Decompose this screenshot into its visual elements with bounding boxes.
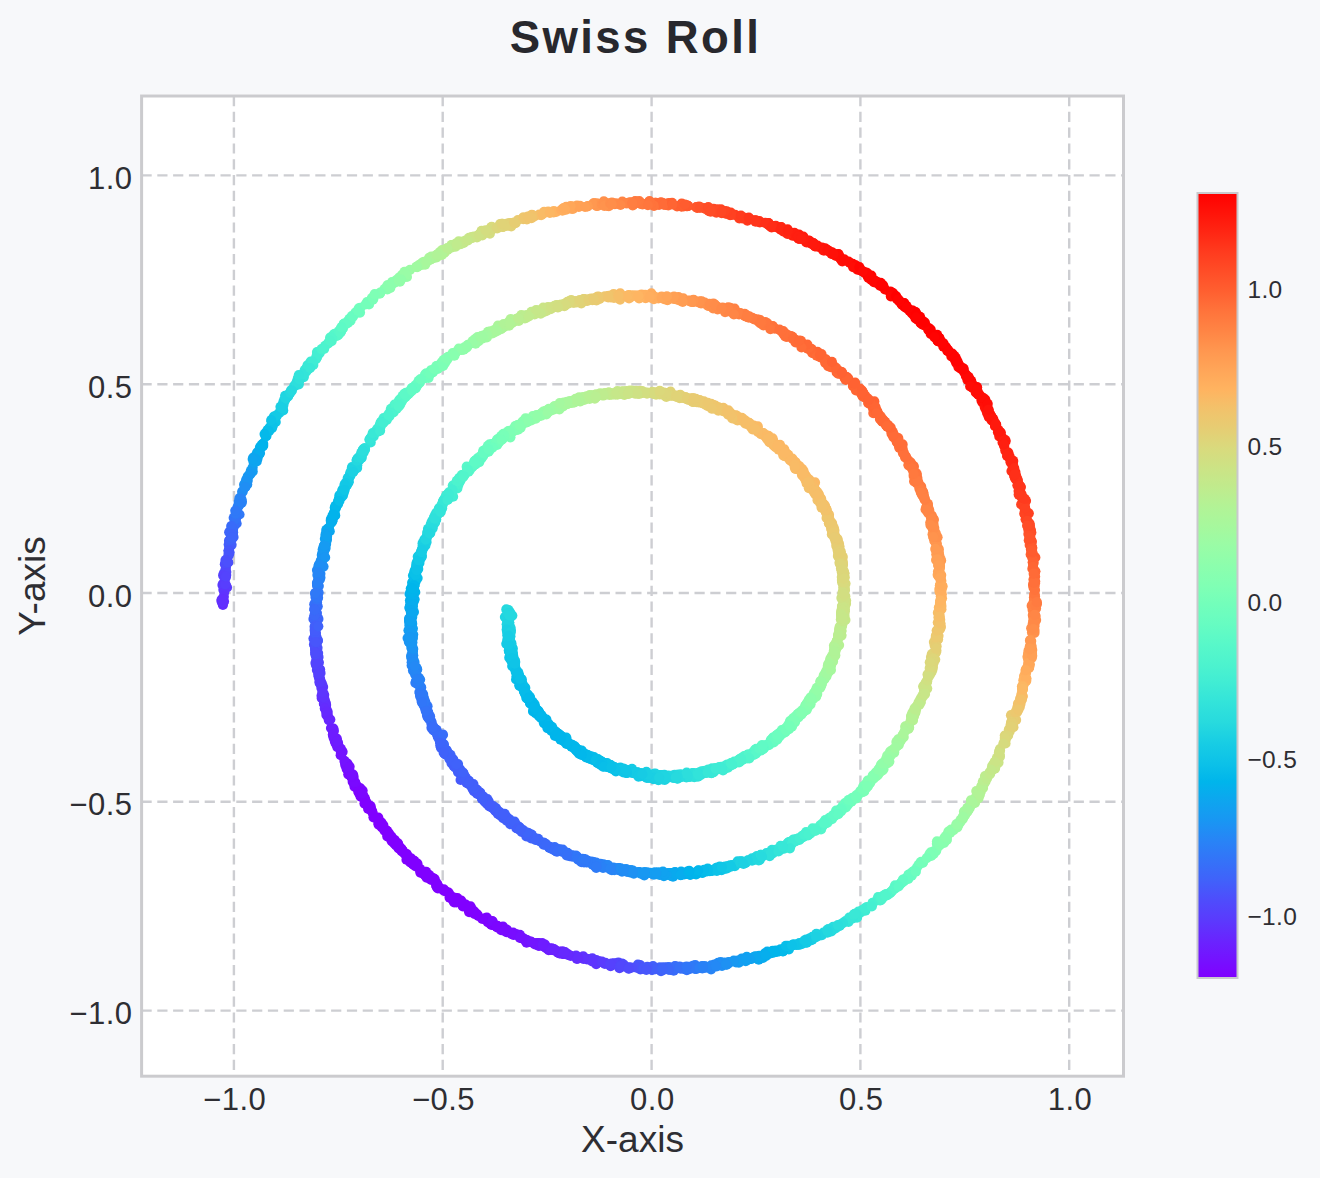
svg-text:Swiss Roll: Swiss Roll	[510, 12, 762, 63]
svg-text:−0.5: −0.5	[69, 787, 132, 822]
svg-text:1.0: 1.0	[88, 161, 133, 196]
svg-text:1.0: 1.0	[1248, 276, 1283, 303]
svg-text:X-axis: X-axis	[581, 1119, 684, 1160]
svg-text:0.5: 0.5	[839, 1082, 884, 1117]
svg-text:0.0: 0.0	[630, 1082, 675, 1117]
svg-text:−1.0: −1.0	[69, 996, 132, 1031]
svg-text:−1.0: −1.0	[203, 1082, 266, 1117]
svg-text:0.5: 0.5	[1248, 433, 1283, 460]
svg-text:0.0: 0.0	[1248, 589, 1283, 616]
svg-text:−0.5: −0.5	[1248, 746, 1298, 773]
svg-text:0.0: 0.0	[88, 579, 133, 614]
svg-text:1.0: 1.0	[1048, 1082, 1093, 1117]
svg-text:Y-axis: Y-axis	[12, 536, 53, 635]
svg-text:−1.0: −1.0	[1248, 903, 1298, 930]
svg-text:0.5: 0.5	[88, 370, 133, 405]
svg-text:−0.5: −0.5	[412, 1082, 475, 1117]
